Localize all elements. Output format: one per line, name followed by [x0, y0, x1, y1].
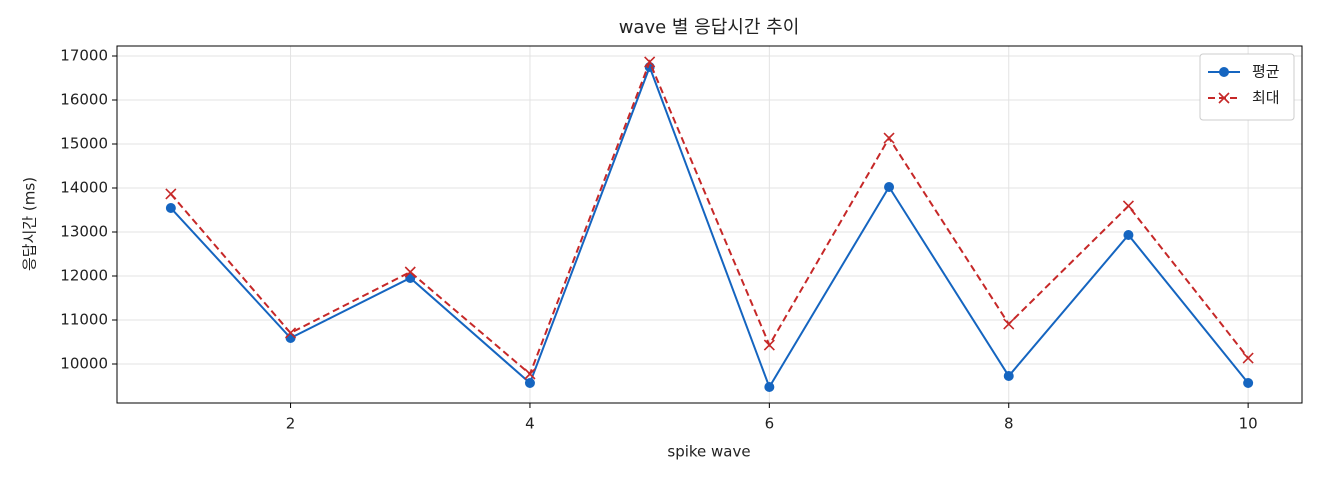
legend-marker [1219, 67, 1229, 77]
x-tick-label: 4 [525, 415, 535, 433]
y-tick-label: 16000 [60, 90, 108, 108]
marker [1003, 318, 1015, 330]
series-line [170, 64, 1249, 390]
y-tick-label: 15000 [60, 134, 108, 152]
series-line [170, 59, 1249, 376]
marker [1003, 371, 1014, 382]
x-axis-label: spike wave [667, 443, 750, 461]
marker [165, 188, 177, 200]
x-tick-label: 2 [286, 415, 296, 433]
marker [1122, 200, 1135, 212]
x-tick-label: 8 [1004, 415, 1014, 433]
marker [285, 333, 296, 344]
marker [165, 203, 176, 214]
marker [524, 368, 536, 380]
marker [763, 339, 775, 351]
marker [1242, 352, 1254, 364]
x-tick-label: 6 [765, 415, 775, 433]
marker [524, 378, 535, 389]
x-tick-label: 10 [1239, 415, 1258, 433]
marker [404, 266, 416, 278]
legend-label: 평균 [1252, 63, 1280, 81]
y-tick-label: 17000 [60, 46, 108, 64]
marker [764, 382, 775, 393]
marker [884, 181, 895, 192]
legend-marker [1218, 92, 1230, 104]
marker [644, 56, 656, 68]
y-axis-label: 응답시간 (ms) [21, 177, 39, 271]
y-tick-label: 13000 [60, 223, 108, 241]
marker [1243, 378, 1254, 389]
y-tick-label: 12000 [60, 267, 108, 285]
legend-box [1199, 53, 1295, 121]
y-tick-label: 11000 [60, 311, 108, 329]
marker [883, 132, 895, 144]
legend-label: 최대 [1252, 89, 1280, 107]
y-tick-label: 14000 [60, 178, 108, 196]
y-tick-label: 10000 [60, 355, 108, 373]
chart-title: wave 별 응답시간 추이 [619, 17, 800, 38]
plot-frame [116, 45, 1303, 404]
marker [1123, 229, 1134, 240]
marker [284, 327, 297, 339]
